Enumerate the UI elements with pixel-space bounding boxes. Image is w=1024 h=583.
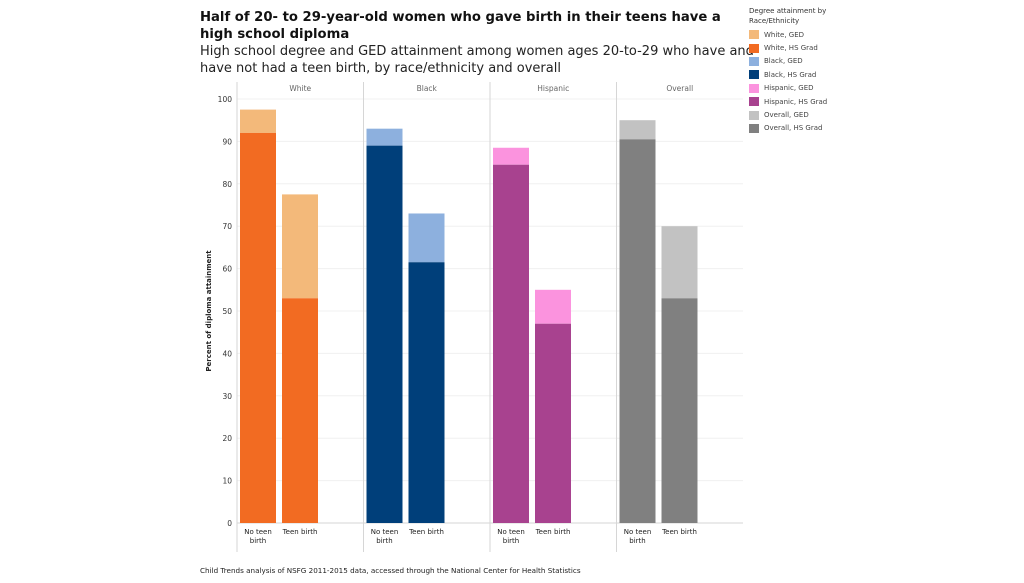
legend-swatch <box>749 43 759 53</box>
bar-hs-grad-overall-no-teen-birth <box>619 139 656 523</box>
bar-hs-grad-white-teen-birth <box>282 298 318 523</box>
legend-item-hispanic-ged[interactable]: Hispanic, GED <box>749 82 859 95</box>
bar-ged-white-no-teen-birth <box>240 109 276 133</box>
x-tick-label: Teen birth <box>661 528 697 536</box>
legend-label: White, HS Grad <box>764 44 818 53</box>
legend-label: Hispanic, HS Grad <box>764 97 828 106</box>
y-tick-label: 50 <box>222 307 232 316</box>
bar-ged-white-teen-birth <box>282 194 318 299</box>
bar-hs-grad-white-no-teen-birth <box>240 132 276 524</box>
y-tick-label: 10 <box>222 477 232 486</box>
y-tick-label: 70 <box>222 222 232 231</box>
bar-hs-grad-hispanic-teen-birth <box>535 323 571 523</box>
legend-item-hispanic-hs-grad[interactable]: Hispanic, HS Grad <box>749 95 859 108</box>
legend-swatch <box>749 83 759 93</box>
y-tick-label: 60 <box>222 265 232 274</box>
legend-label: Black, HS Grad <box>764 70 817 79</box>
bar-hs-grad-hispanic-no-teen-birth <box>493 164 529 523</box>
legend-item-black-ged[interactable]: Black, GED <box>749 55 859 68</box>
legend-label: White, GED <box>764 30 805 39</box>
legend-swatch <box>749 30 759 40</box>
legend-item-black-hs-grad[interactable]: Black, HS Grad <box>749 68 859 81</box>
y-axis-label: Percent of diploma attainment <box>205 250 213 372</box>
bar-hs-grad-black-no-teen-birth <box>366 145 403 523</box>
x-tick-label: No teen birth <box>497 528 525 545</box>
panel-header-overall: Overall <box>666 84 693 93</box>
legend-swatch <box>749 97 759 107</box>
x-tick-label: No teen birth <box>624 528 652 545</box>
legend-title: Degree attainment by Race/Ethnicity <box>749 7 827 25</box>
bar-ged-overall-teen-birth <box>661 226 698 299</box>
legend-label: Overall, HS Grad <box>764 124 823 133</box>
bar-ged-overall-no-teen-birth <box>619 120 656 140</box>
bar-hs-grad-overall-teen-birth <box>661 298 698 523</box>
x-tick-label: Teen birth <box>408 528 444 536</box>
legend-label: Overall, GED <box>764 111 809 120</box>
legend: Degree attainment by Race/Ethnicity Whit… <box>749 6 859 135</box>
bar-ged-black-no-teen-birth <box>366 128 403 146</box>
legend-label: Hispanic, GED <box>764 84 814 93</box>
x-tick-label: Teen birth <box>535 528 571 536</box>
x-tick-label: No teen birth <box>371 528 399 545</box>
y-tick-label: 80 <box>222 180 232 189</box>
legend-label: Black, GED <box>764 57 803 66</box>
legend-swatch <box>749 56 759 66</box>
footnote: Child Trends analysis of NSFG 2011-2015 … <box>200 566 581 575</box>
bar-hs-grad-black-teen-birth <box>408 262 445 523</box>
legend-item-overall-ged[interactable]: Overall, GED <box>749 108 859 121</box>
bar-ged-black-teen-birth <box>408 213 445 263</box>
legend-item-white-hs-grad[interactable]: White, HS Grad <box>749 41 859 54</box>
panel-header-black: Black <box>417 84 438 93</box>
panel-header-white: White <box>289 84 311 93</box>
legend-item-overall-hs-grad[interactable]: Overall, HS Grad <box>749 122 859 135</box>
panel-header-hispanic: Hispanic <box>537 84 569 93</box>
legend-item-white-ged[interactable]: White, GED <box>749 28 859 41</box>
bar-ged-hispanic-teen-birth <box>535 289 571 324</box>
y-tick-label: 30 <box>222 392 232 401</box>
legend-swatch <box>749 110 759 120</box>
y-tick-label: 0 <box>227 519 232 528</box>
y-tick-label: 100 <box>218 95 233 104</box>
legend-swatch <box>749 123 759 133</box>
x-tick-label: No teen birth <box>244 528 272 545</box>
bar-ged-hispanic-no-teen-birth <box>493 147 529 165</box>
y-tick-label: 40 <box>222 349 232 358</box>
y-tick-label: 20 <box>222 434 232 443</box>
x-tick-label: Teen birth <box>282 528 318 536</box>
chart-subtitle: High school degree and GED attainment am… <box>200 44 754 76</box>
y-tick-label: 90 <box>222 137 232 146</box>
legend-swatch <box>749 70 759 80</box>
chart-title: Half of 20- to 29-year-old women who gav… <box>200 10 721 42</box>
